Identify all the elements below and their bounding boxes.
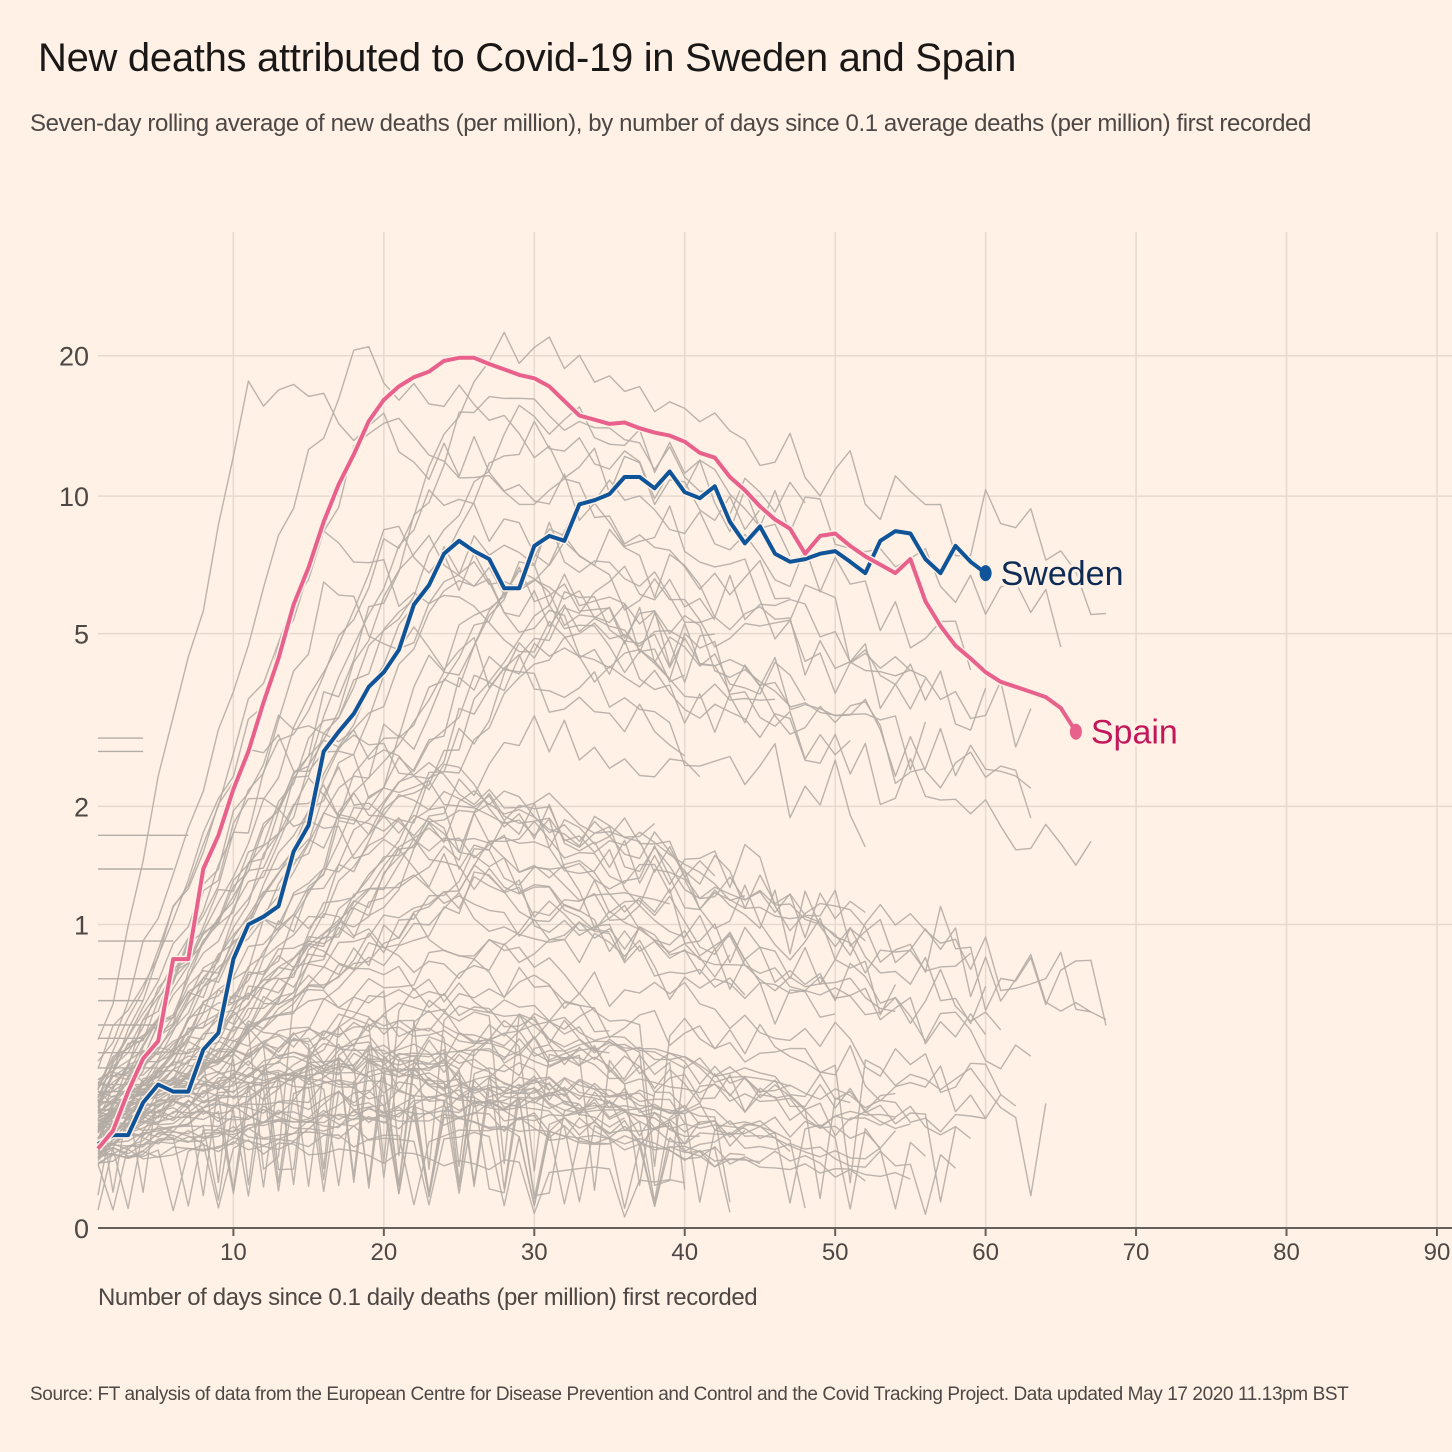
background-country-line: [97, 1071, 866, 1209]
grid-lines: [98, 232, 1452, 1228]
background-country-line: [97, 642, 1092, 1128]
y-tick-label-20: 20: [59, 342, 89, 372]
x-axis-label: Number of days since 0.1 daily deaths (p…: [98, 1284, 758, 1311]
background-country-line: [97, 1005, 957, 1203]
background-country-line: [97, 792, 1002, 1122]
background-country-line: [97, 990, 972, 1172]
spain-series-label: Spain: [1091, 714, 1178, 752]
background-country-line: [97, 581, 866, 1139]
background-country-line: [97, 921, 1032, 1113]
background-country-line: [97, 622, 686, 1134]
background-country-line: [97, 1060, 701, 1203]
background-country-line: [97, 1082, 896, 1197]
y-tick-label-0: 0: [74, 1214, 89, 1244]
background-country-line: [97, 803, 716, 1090]
background-country-line: [97, 913, 1017, 1120]
background-country-line: [97, 1002, 686, 1190]
x-tick-label-70: 70: [1123, 1239, 1150, 1266]
background-country-line: [97, 987, 986, 1163]
background-country-line: [97, 1119, 685, 1218]
y-tick-label-1: 1: [74, 911, 89, 941]
background-country-line: [97, 525, 1032, 1132]
x-tick-label-50: 50: [822, 1239, 849, 1266]
background-country-line: [97, 827, 670, 1131]
background-country-line: [97, 395, 806, 1140]
background-country-line: [97, 591, 927, 1158]
background-country-line: [97, 346, 761, 1062]
chart-title: New deaths attributed to Covid-19 in Swe…: [38, 36, 1017, 80]
sweden-line: [96, 469, 987, 1146]
x-tick-label-90: 90: [1424, 1239, 1451, 1266]
background-country-line: [97, 797, 731, 1112]
background-country-line: [97, 1125, 761, 1207]
sweden-series-label: Sweden: [1001, 555, 1124, 593]
background-country-line: [97, 838, 896, 1139]
x-tick-label-20: 20: [370, 1239, 397, 1266]
background-country-line: [97, 534, 715, 1096]
background-country-line: [97, 734, 1092, 1129]
background-country-line: [97, 535, 791, 1145]
background-country-line: [97, 988, 896, 1191]
background-country-line: [97, 766, 866, 1104]
background-country-lines: [97, 331, 1107, 1218]
background-country-line: [97, 1076, 686, 1207]
x-tick-label-40: 40: [671, 1239, 698, 1266]
background-country-line: [97, 530, 851, 1109]
x-tick-label-80: 80: [1273, 1239, 1300, 1266]
background-country-line: [97, 1126, 610, 1212]
background-country-line: [97, 1065, 956, 1215]
x-tick-label-30: 30: [521, 1239, 548, 1266]
background-country-line: [97, 912, 1002, 1127]
x-tick-label-60: 60: [972, 1239, 999, 1266]
x-tick-label-10: 10: [220, 1239, 247, 1266]
background-country-line: [97, 1059, 881, 1210]
background-country-line: [97, 1043, 686, 1187]
axes: 10 20 30 40 50 60 70 80 90 0 1 2 5 10 20: [59, 342, 1452, 1266]
background-country-line: [97, 792, 656, 1146]
spain-end-point: [1069, 723, 1082, 740]
background-country-line: [97, 1034, 926, 1211]
background-country-line: [97, 566, 806, 1120]
background-country-line: [97, 1099, 911, 1205]
background-country-line: [97, 714, 1107, 1085]
sweden-end-point: [979, 565, 992, 582]
y-tick-label-10: 10: [59, 482, 89, 512]
y-tick-label-5: 5: [74, 620, 89, 650]
spain-line: [96, 355, 1078, 1150]
background-country-line: [97, 546, 1032, 1150]
background-country-line: [97, 331, 1107, 1099]
chart-subtitle: Seven-day rolling average of new deaths …: [30, 110, 1311, 137]
background-country-line: [97, 528, 1032, 1128]
background-country-line: [97, 974, 1047, 1197]
background-country-line: [97, 417, 791, 1091]
background-country-line: [97, 792, 1107, 1161]
y-tick-label-2: 2: [74, 792, 89, 822]
background-country-line: [97, 1027, 700, 1188]
background-country-line: [97, 876, 610, 1125]
source-note: Source: FT analysis of data from the Eur…: [30, 1384, 1349, 1405]
background-country-line: [97, 944, 610, 1155]
background-country-line: [97, 380, 911, 1040]
highlighted-series: Sweden Spain: [95, 354, 1181, 1151]
